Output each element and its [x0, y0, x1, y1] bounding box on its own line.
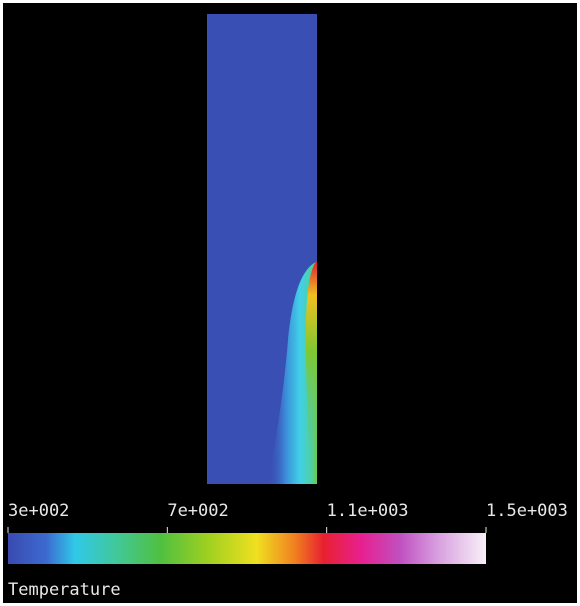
- tick-label: 1.1e+003: [327, 501, 409, 521]
- plume: [268, 262, 317, 484]
- colorbar-title: Temperature: [8, 580, 121, 600]
- plume-core: [305, 262, 317, 484]
- tick-label: 1.5e+003: [486, 501, 568, 521]
- colorbar: [8, 533, 486, 564]
- tick-label: 7e+002: [167, 501, 228, 521]
- tick-label: 3e+002: [8, 501, 69, 521]
